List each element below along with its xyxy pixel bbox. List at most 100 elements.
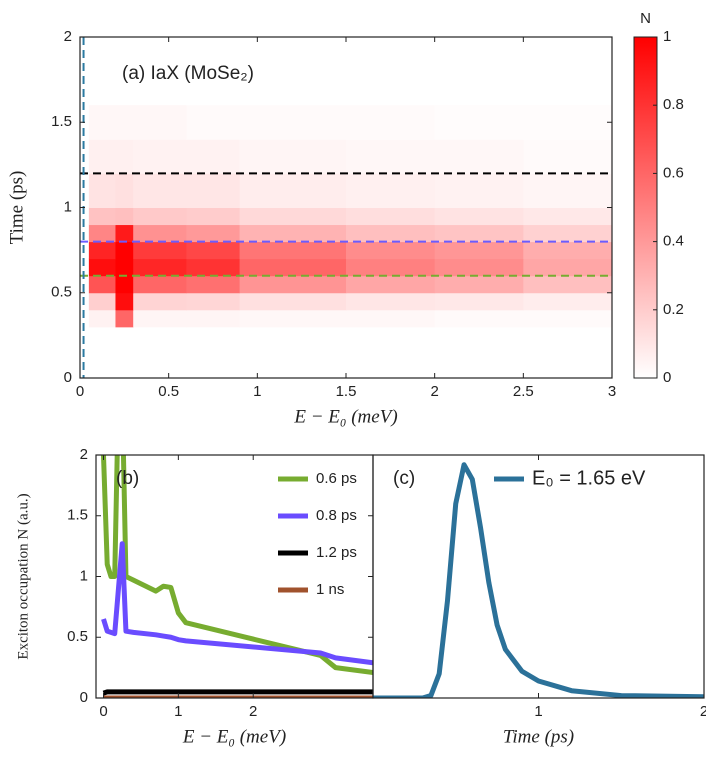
plot-lines: [373, 462, 704, 698]
heat-cell: [239, 241, 347, 260]
y-tick-label: 0: [64, 369, 72, 386]
heat-cell: [133, 207, 187, 226]
series-line: [102, 689, 373, 696]
heat-cell: [239, 207, 347, 226]
legend-label: 0.6 ps: [316, 470, 357, 487]
heat-cell: [186, 139, 241, 174]
panel-annotation: (a) IaX (MoSe₂): [122, 63, 254, 84]
y-tick-label: 0: [80, 689, 88, 706]
y-tick-label: 1: [64, 198, 72, 215]
x-axis-label: E − E₀ (meV): [182, 726, 286, 747]
heat-cell: [523, 105, 613, 140]
heat-cell: [523, 258, 613, 277]
x-tick-label: 1: [534, 703, 542, 720]
heat-cell: [115, 139, 134, 174]
legend-label: 0.8 ps: [316, 507, 357, 524]
heat-cell: [133, 105, 187, 140]
x-tick-label: 2: [700, 703, 706, 720]
heat-cell: [434, 241, 524, 260]
heat-cell: [133, 292, 187, 311]
series-line: [373, 462, 704, 698]
heat-cell: [239, 224, 347, 243]
heat-cell: [186, 275, 241, 294]
panel-annotation: (c): [393, 468, 415, 489]
series-line: [100, 455, 373, 675]
heat-cell: [115, 224, 134, 243]
colorbar-tick-label: 0: [663, 369, 671, 386]
x-tick-label: 2: [430, 383, 438, 400]
heat-cell: [133, 241, 187, 260]
heat-cell: [346, 275, 436, 294]
x-tick-label: 0.5: [158, 383, 179, 400]
heat-cell: [434, 292, 524, 311]
heat-cell: [346, 105, 436, 140]
heat-cell: [88, 241, 116, 260]
heat-cell: [88, 105, 116, 140]
heat-cell: [523, 207, 613, 226]
y-axis-label: Exciton occupation N (a.u.): [15, 493, 31, 659]
heat-cell: [88, 139, 116, 174]
heat-cell: [88, 292, 116, 311]
series-line: [101, 541, 373, 666]
heat-cell: [186, 309, 241, 328]
heat-cell: [115, 292, 134, 311]
x-tick-label: 1: [253, 383, 261, 400]
legend-label: E₀ = 1.65 eV: [532, 467, 646, 489]
heat-cell: [346, 173, 436, 208]
y-tick-label: 2: [80, 446, 88, 463]
heat-cell: [88, 207, 116, 226]
colorbar: [633, 36, 658, 379]
heat-cell: [239, 275, 347, 294]
heat-cell: [523, 224, 613, 243]
legend-label: 1 ns: [316, 581, 344, 598]
heat-cell: [523, 275, 613, 294]
heat-cell: [239, 173, 347, 208]
heat-cell: [186, 258, 241, 277]
heat-cell: [133, 139, 187, 174]
heat-cell: [434, 139, 524, 174]
x-tick-label: 1: [174, 703, 182, 720]
heat-cell: [133, 309, 187, 328]
heat-cell: [434, 224, 524, 243]
colorbar-tick-label: 0.8: [663, 96, 684, 113]
x-tick-label: 0: [99, 703, 107, 720]
heat-cell: [133, 173, 187, 208]
heat-cell: [115, 207, 134, 226]
heat-cell: [434, 105, 524, 140]
heat-cell: [186, 241, 241, 260]
heat-cell: [115, 309, 134, 328]
heat-cell: [523, 292, 613, 311]
heat-cell: [346, 139, 436, 174]
heat-cell: [88, 275, 116, 294]
heat-cell: [523, 139, 613, 174]
heat-cell: [186, 224, 241, 243]
x-tick-label: 1.5: [336, 383, 357, 400]
heat-cell: [239, 139, 347, 174]
heat-cell: [133, 275, 187, 294]
x-axis-label: E − E₀ (meV): [293, 406, 397, 427]
x-axis-label: Time (ps): [503, 726, 574, 747]
heat-cell: [115, 258, 134, 277]
heat-cell: [434, 173, 524, 208]
colorbar-tick-label: 0.4: [663, 233, 684, 250]
heat-cell: [346, 207, 436, 226]
heat-cell: [88, 224, 116, 243]
y-tick-label: 1.5: [51, 113, 72, 130]
heat-cell: [186, 292, 241, 311]
x-tick-label: 0: [76, 383, 84, 400]
y-tick-label: 1: [80, 567, 88, 584]
x-tick-label: 3: [608, 383, 616, 400]
heat-cell: [88, 309, 116, 328]
heat-cell: [346, 309, 436, 328]
heat-cell: [115, 105, 134, 140]
heat-cell: [133, 224, 187, 243]
heat-cell: [115, 241, 134, 260]
legend-label: 1.2 ps: [316, 544, 357, 561]
plot-lines: [100, 455, 373, 698]
colorbar-tick-label: 0.6: [663, 164, 684, 181]
heat-cell: [88, 173, 116, 208]
heat-cell: [115, 173, 134, 208]
heat-cell: [186, 173, 241, 208]
heat-cell: [186, 207, 241, 226]
